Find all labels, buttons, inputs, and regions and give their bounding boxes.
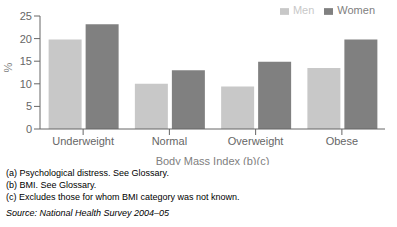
svg-text:10: 10 bbox=[20, 78, 32, 90]
svg-text:Overweight: Overweight bbox=[228, 135, 284, 147]
svg-text:5: 5 bbox=[26, 100, 32, 112]
html-text:(b) BMI. See Glossary.: (b) BMI. See Glossary. bbox=[6, 180, 97, 190]
svg-text:Normal: Normal bbox=[152, 135, 187, 147]
svg-text:15: 15 bbox=[20, 55, 32, 67]
svg-text:25: 25 bbox=[20, 10, 32, 22]
html-text:Men: Men bbox=[292, 4, 315, 16]
svg-text:0: 0 bbox=[26, 123, 32, 135]
svg-text:20: 20 bbox=[20, 33, 32, 45]
svg-text:%: % bbox=[8, 63, 14, 73]
svg-text:Body Mass Index (b)(c): Body Mass Index (b)(c) bbox=[156, 155, 270, 165]
html-text:(a) Psychological distress. Se: (a) Psychological distress. See Glossary… bbox=[6, 168, 169, 178]
html-text:(c) Excludes those for whom BM: (c) Excludes those for whom BMI category… bbox=[6, 192, 240, 202]
html-text:Source: National Health Survey: Source: National Health Survey 2004–05 bbox=[6, 208, 170, 218]
html-text:Women: Women bbox=[337, 4, 375, 16]
svg-text:Underweight: Underweight bbox=[52, 135, 114, 147]
svg-text:Obese: Obese bbox=[326, 135, 358, 147]
